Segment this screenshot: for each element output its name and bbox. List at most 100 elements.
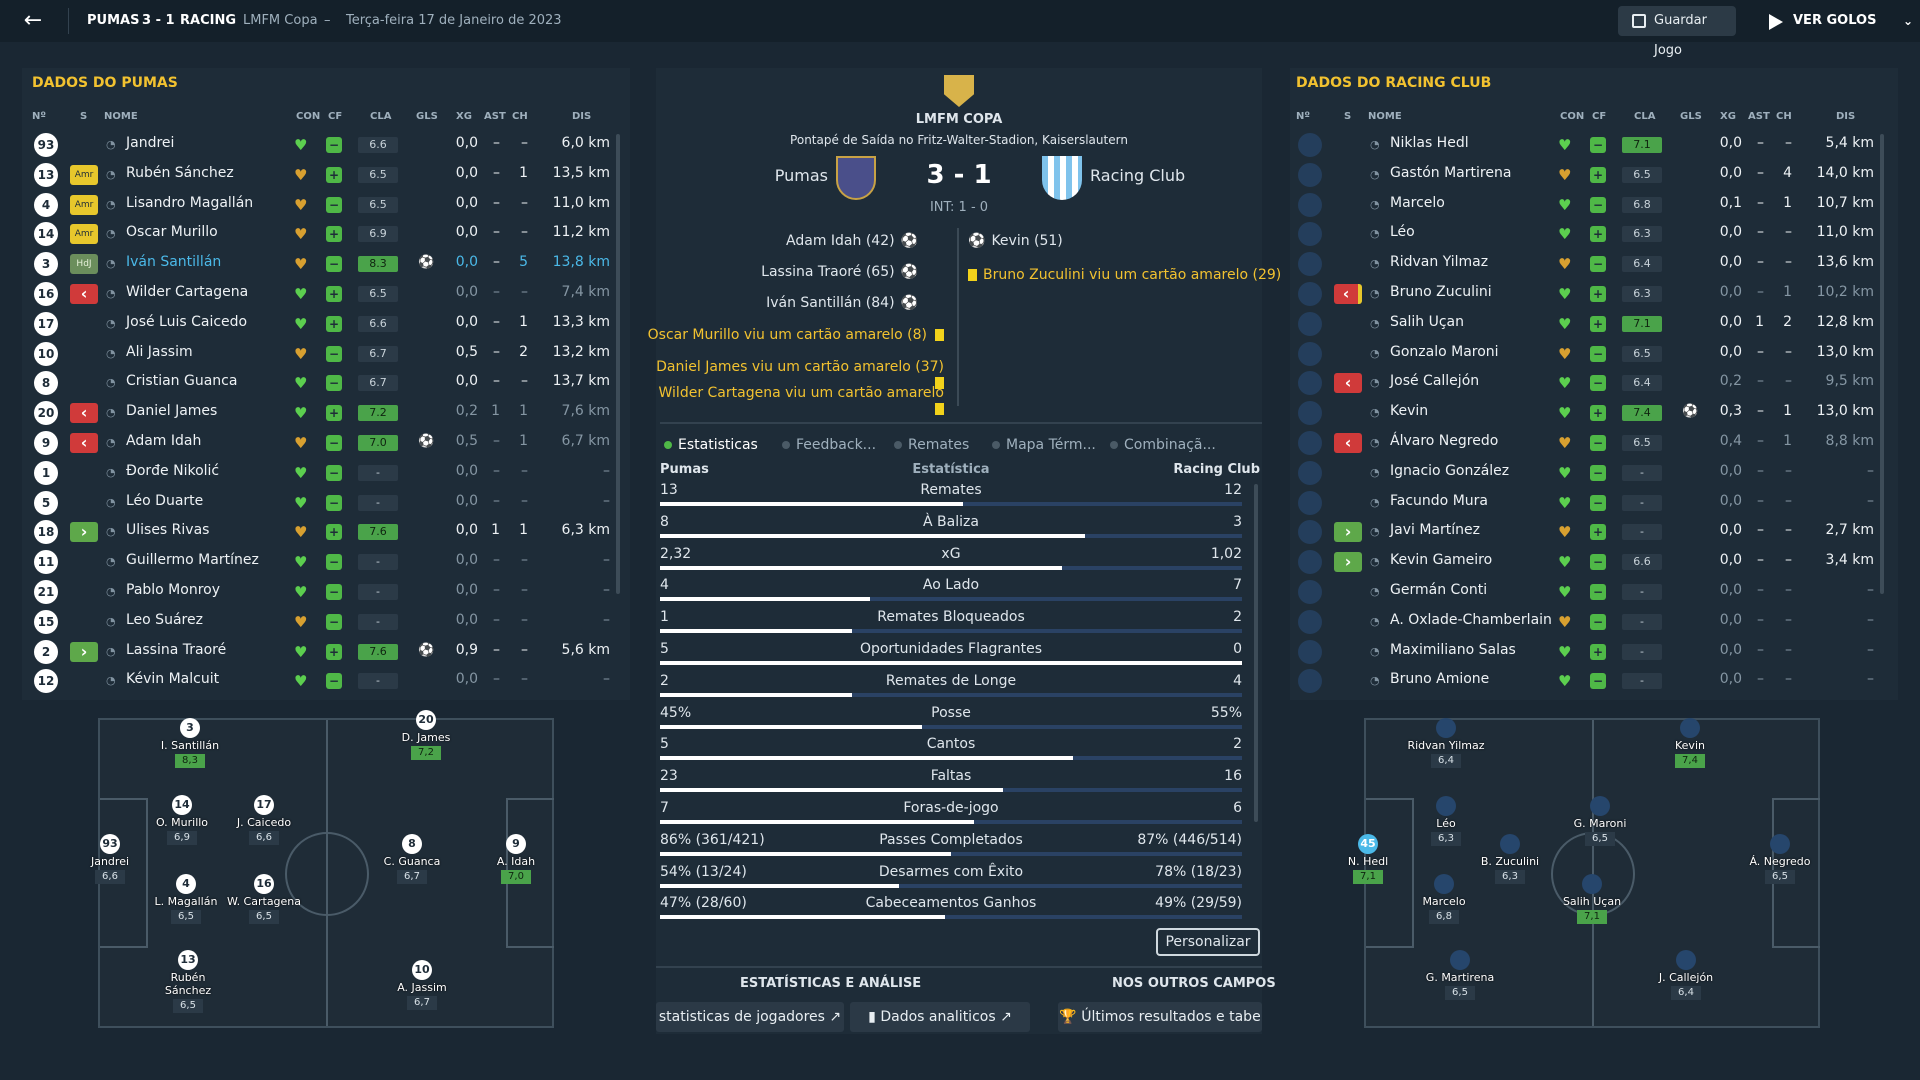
player-row[interactable]: 9 ‹ ◔ Adam Idah ♥ −7.0 ⚽ 0,5– 1 6,7 km — [32, 430, 632, 456]
home-scrollbar[interactable] — [616, 134, 620, 594]
player-name[interactable]: Rubén Sánchez — [126, 164, 234, 181]
tab-1[interactable]: Feedback... — [782, 437, 876, 453]
player-name[interactable]: José Callejón — [1390, 373, 1480, 390]
view-goals-button[interactable]: VER GOLOS ⌄ — [1765, 6, 1915, 36]
player-name[interactable]: Leo Suárez — [126, 611, 203, 628]
column-header-cla[interactable]: CLA — [1634, 111, 1656, 122]
player-name[interactable]: Léo Duarte — [126, 492, 204, 509]
formation-player[interactable]: 17 J. Caicedo 6,6 — [224, 795, 304, 845]
column-header-ch[interactable]: CH — [1776, 111, 1792, 122]
player-row[interactable]: 16 ‹ ◔ Wilder Cartagena ♥ +6.5 0,0– –7,4 km — [32, 281, 632, 307]
formation-player[interactable]: G. Maroni 6,5 — [1560, 796, 1640, 846]
player-row[interactable]: ◔ Kevin ♥ +7.4 ⚽ 0,3– 1 13,0 km — [1296, 400, 1896, 426]
column-header-cf[interactable]: CF — [328, 111, 343, 122]
player-row[interactable]: 20 ‹ ◔ Daniel James ♥ +7.2 0,2 1 1 7,6 km — [32, 400, 632, 426]
player-row[interactable]: ◔ Bruno Amione ♥ − -0,0– – – — [1296, 668, 1896, 694]
player-row[interactable]: ◔ Léo ♥ +6.3 0,0– –11,0 km — [1296, 221, 1896, 247]
player-name[interactable]: Ignacio González — [1390, 462, 1510, 479]
formation-player[interactable]: 13 Rubén Sánchez 6,5 — [148, 950, 228, 1013]
player-name[interactable]: Wilder Cartagena — [126, 284, 249, 300]
player-name[interactable]: Cristian Guanca — [126, 373, 238, 390]
save-game-button[interactable]: Guardar Jogo — [1618, 6, 1736, 58]
player-row[interactable]: ◔ Gastón Martirena ♥ +6.5 0,0– 4 14,0 km — [1296, 162, 1896, 188]
player-name[interactable]: Facundo Mura — [1390, 492, 1488, 509]
player-row[interactable]: 17 ◔ José Luis Caicedo ♥ +6.6 0,0– 1 13,3 km — [32, 311, 632, 337]
player-row[interactable]: ◔ Maximiliano Salas ♥ + -0,0– – – — [1296, 639, 1896, 665]
player-name[interactable]: Daniel James — [126, 403, 218, 420]
player-name[interactable]: Gastón Martirena — [1390, 164, 1512, 181]
tab-3[interactable]: Mapa Térm... — [992, 437, 1096, 453]
formation-player[interactable]: 20 D. James 7,2 — [386, 710, 466, 760]
column-header-con[interactable]: CON — [1560, 111, 1585, 122]
player-name[interactable]: Javi Martínez — [1390, 522, 1480, 539]
player-row[interactable]: 11 ◔ Guillermo Martínez ♥ − -0,0– – – — [32, 549, 632, 575]
player-row[interactable]: 18 › ◔ Ulises Rivas ♥ +7.6 0,0 1 1 6,3 km — [32, 519, 632, 545]
player-row[interactable]: ◔ Facundo Mura ♥ − -0,0– – – — [1296, 490, 1896, 516]
player-row[interactable]: › ◔ Javi Martínez ♥ + -0,0– –2,7 km — [1296, 519, 1896, 545]
player-name[interactable]: Maximiliano Salas — [1390, 641, 1516, 658]
player-name[interactable]: Ulises Rivas — [126, 522, 210, 539]
player-name[interactable]: José Luis Caicedo — [126, 313, 248, 330]
player-name[interactable]: Iván Santillán — [126, 254, 222, 271]
player-name[interactable]: Ali Jassim — [126, 343, 193, 360]
formation-player[interactable]: 8 C. Guanca 6,7 — [372, 834, 452, 884]
column-header-dis[interactable]: DIS — [1836, 111, 1856, 122]
player-row[interactable]: › ◔ Kevin Gameiro ♥ −6.6 0,0– –3,4 km — [1296, 549, 1896, 575]
player-row[interactable]: 15 ◔ Leo Suárez ♥ − -0,0– – – — [32, 609, 632, 635]
player-row[interactable]: ◔ Ridvan Yilmaz ♥ −6.4 0,0– –13,6 km — [1296, 251, 1896, 277]
tab-0[interactable]: Estatisticas — [664, 437, 758, 453]
player-row[interactable]: 4 Amr ◔ Lisandro Magallán ♥ −6.5 0,0– –11,0 km — [32, 192, 632, 218]
player-row[interactable]: 93 ◔ Jandrei ♥ −6.6 0,0– –6,0 km — [32, 132, 632, 158]
formation-player[interactable]: 10 A. Jassim 6,7 — [382, 960, 462, 1010]
player-row[interactable]: 10 ◔ Ali Jassim ♥ −6.7 0,5– 2 13,2 km — [32, 341, 632, 367]
player-name[interactable]: Léo — [1390, 224, 1415, 241]
column-header-cla[interactable]: CLA — [370, 111, 392, 122]
column-header-s[interactable]: S — [80, 111, 88, 122]
player-row[interactable]: 3 HdJ ◔ Iván Santillán ♥ −8.3 ⚽ 0,0– 5 13,8 km — [32, 251, 632, 277]
away-scrollbar[interactable] — [1880, 134, 1884, 594]
formation-player[interactable]: 14 O. Murillo 6,9 — [142, 795, 222, 845]
formation-player[interactable]: 9 A. Idah 7,0 — [476, 834, 556, 884]
player-name[interactable]: Lisandro Magallán — [126, 194, 254, 211]
column-header-xg[interactable]: XG — [1720, 111, 1736, 122]
column-header-name[interactable]: NOME — [104, 111, 138, 122]
formation-player[interactable]: B. Zuculini 6,3 — [1470, 834, 1550, 884]
player-row[interactable]: ◔ Marcelo ♥ −6.8 0,1– 1 10,7 km — [1296, 192, 1896, 218]
column-header-gls[interactable]: GLS — [416, 111, 438, 122]
player-row[interactable]: ◔ A. Oxlade-Chamberlain ♥ − -0,0– – – — [1296, 609, 1896, 635]
player-name[interactable]: Salih Uçan — [1390, 313, 1464, 330]
player-row[interactable]: 14 Amr ◔ Oscar Murillo ♥ +6.9 0,0– –11,2 km — [32, 221, 632, 247]
formation-player[interactable]: Á. Negredo 6,5 — [1740, 834, 1820, 884]
player-name[interactable]: Kevin Gameiro — [1390, 552, 1493, 569]
player-name[interactable]: Jandrei — [126, 135, 175, 151]
player-row[interactable]: ◔ Ignacio González ♥ − -0,0– – – — [1296, 460, 1896, 486]
player-name[interactable]: Lassina Traoré — [126, 641, 227, 658]
player-name[interactable]: Niklas Hedl — [1390, 135, 1469, 151]
player-name[interactable]: Bruno Amione — [1390, 671, 1490, 688]
column-header-no[interactable]: Nº — [32, 111, 47, 122]
stats-scrollbar[interactable] — [1254, 484, 1258, 822]
formation-player[interactable]: Salih Uçan 7,1 — [1552, 874, 1632, 924]
player-row[interactable]: ‹ ◔ Álvaro Negredo ♥ −6.5 0,4– 1 8,8 km — [1296, 430, 1896, 456]
player-name[interactable]: Gonzalo Maroni — [1390, 343, 1499, 360]
player-row[interactable]: ‹ ◔ Bruno Zuculini ♥ +6.3 0,0– 1 10,2 km — [1296, 281, 1896, 307]
personalize-button[interactable]: Personalizar — [1156, 928, 1260, 956]
player-name[interactable]: Pablo Monroy — [126, 582, 221, 598]
player-row[interactable]: 1 ◔ Đorđe Nikolić ♥ − -0,0– – – — [32, 460, 632, 486]
player-name[interactable]: Đorđe Nikolić — [126, 462, 220, 479]
column-header-ast[interactable]: AST — [484, 111, 506, 122]
player-name[interactable]: Kevin — [1390, 403, 1429, 420]
formation-player[interactable]: J. Callejón 6,4 — [1646, 950, 1726, 1000]
column-header-xg[interactable]: XG — [456, 111, 472, 122]
formation-player[interactable]: 4 L. Magallán 6,5 — [146, 874, 226, 924]
player-name[interactable]: Bruno Zuculini — [1390, 284, 1492, 300]
formation-player[interactable]: Kevin 7,4 — [1650, 718, 1730, 768]
tab-2[interactable]: Remates — [894, 437, 969, 453]
formation-player[interactable]: 93 Jandrei 6,6 — [70, 834, 150, 884]
column-header-ast[interactable]: AST — [1748, 111, 1770, 122]
column-header-name[interactable]: NOME — [1368, 111, 1402, 122]
formation-player[interactable]: 45 N. Hedl 7,1 — [1328, 834, 1408, 884]
player-name[interactable]: Marcelo — [1390, 194, 1445, 211]
player-row[interactable]: 12 ◔ Kévin Malcuit ♥ − -0,0– – – — [32, 668, 632, 694]
tab-4[interactable]: Combinaçã... — [1110, 437, 1216, 453]
